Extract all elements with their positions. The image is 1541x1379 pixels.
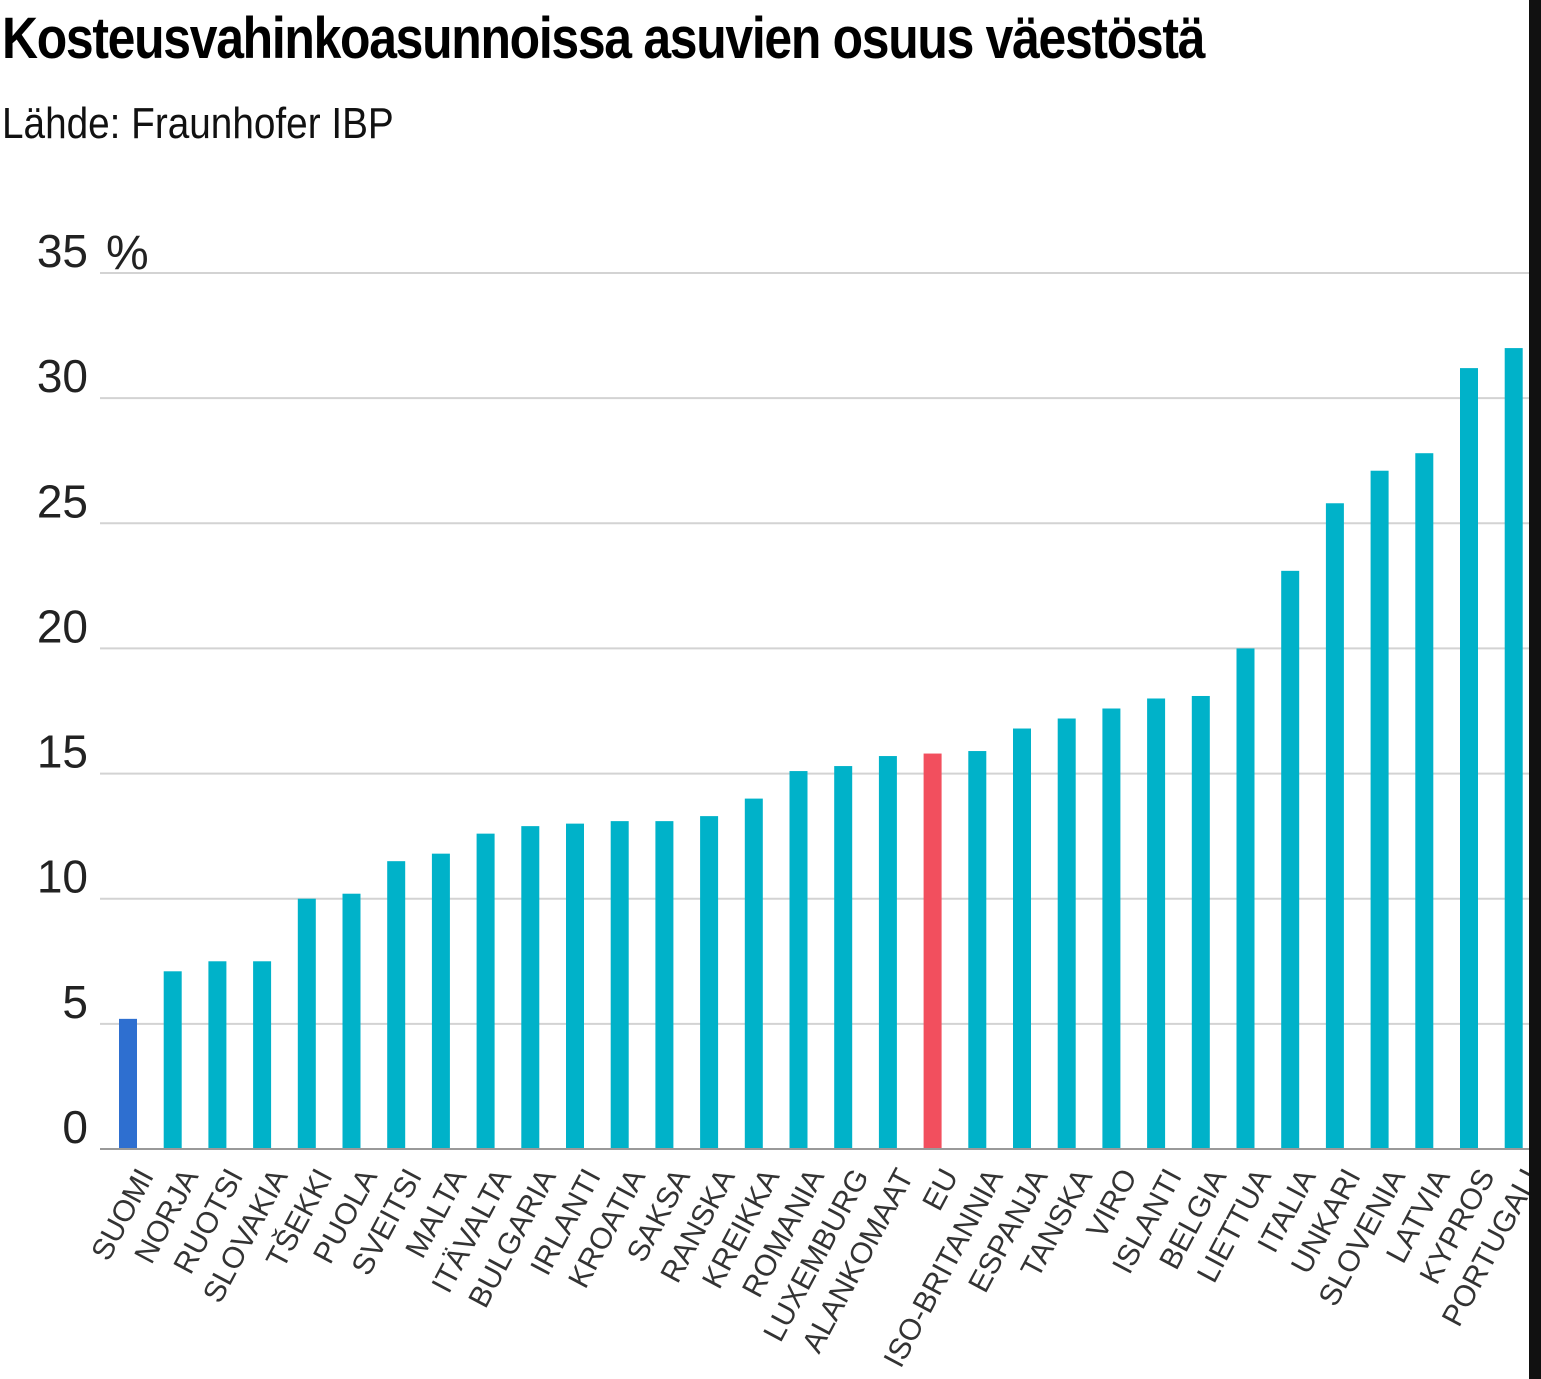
bar-unkari	[1325, 503, 1344, 1150]
y-tick-label: 25	[37, 475, 88, 527]
bar-espanja	[1013, 728, 1031, 1149]
bar-romania	[789, 771, 808, 1149]
bar-latvia	[1415, 453, 1434, 1150]
bar-puola	[342, 893, 361, 1149]
bar-tšekki	[297, 898, 316, 1149]
bar-irlanti	[566, 823, 584, 1149]
y-tick-label: 35	[37, 225, 88, 277]
y-tick-label: 30	[37, 350, 88, 402]
chart-subtitle: Lähde: Fraunhofer IBP	[2, 99, 394, 148]
bar-iso-britannia	[968, 751, 987, 1149]
bar-kroatia	[610, 821, 629, 1149]
y-axis-unit-label: %	[106, 227, 149, 280]
bar-eu	[923, 753, 942, 1149]
y-tick-label: 0	[62, 1101, 88, 1153]
bar-liettua	[1236, 648, 1255, 1149]
bar-islanti	[1147, 698, 1166, 1149]
bar-viro	[1102, 708, 1121, 1149]
bars	[119, 348, 1523, 1150]
y-tick-label: 20	[37, 600, 88, 652]
bar-luxemburg	[834, 766, 853, 1149]
y-tick-label: 5	[62, 976, 88, 1028]
bar-sveitsi	[387, 861, 406, 1149]
bar-kreikka	[744, 798, 763, 1149]
chart-title: Kosteusvahinkoasunnoissa asuvien osuus v…	[2, 6, 1205, 71]
window-edge	[1529, 0, 1541, 1379]
bar-slovenia	[1370, 470, 1389, 1149]
bar-slovakia	[253, 961, 272, 1149]
y-tick-label: 15	[37, 726, 88, 778]
y-tick-label: 10	[37, 851, 88, 903]
bar-alankomaat	[878, 756, 897, 1149]
category-labels: SUOMINORJARUOTSISLOVAKIATŠEKKIPUOLASVEIT…	[85, 1163, 1541, 1373]
bar-ranska	[700, 816, 719, 1149]
bar-saksa	[655, 821, 674, 1149]
bar-malta	[431, 853, 450, 1149]
bar-bulgaria	[521, 826, 540, 1149]
y-axis-ticks: 0 5 10 15 20 25 30 35	[37, 225, 88, 1153]
bar-tanska	[1057, 718, 1076, 1149]
bar-belgia	[1191, 695, 1210, 1149]
bar-norja	[163, 971, 182, 1149]
bar-suomi	[119, 1018, 137, 1149]
bar-ruotsi	[208, 961, 227, 1149]
bar-italia	[1281, 570, 1300, 1149]
bar-kypros	[1460, 368, 1478, 1149]
bar-itävalta	[476, 833, 495, 1149]
bar-portugali	[1504, 348, 1523, 1150]
